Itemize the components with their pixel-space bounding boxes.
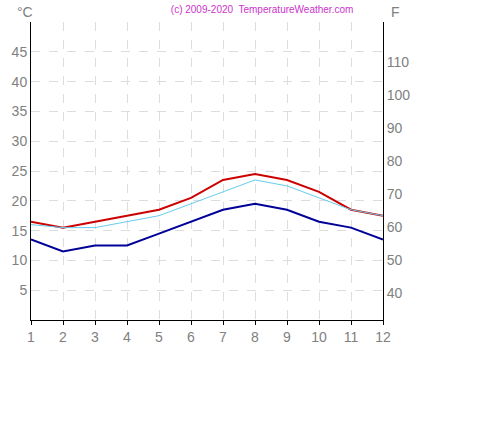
svg-text:9: 9: [283, 329, 291, 345]
svg-text:F: F: [391, 4, 400, 20]
svg-text:5: 5: [19, 282, 27, 298]
svg-text:(c) 2009-2020 TemperatureWeat: (c) 2009-2020 TemperatureWeather.com: [171, 4, 354, 15]
svg-text:80: 80: [387, 153, 403, 169]
svg-text:°C: °C: [17, 4, 33, 20]
svg-text:15: 15: [12, 223, 28, 239]
svg-text:8: 8: [251, 329, 259, 345]
svg-text:40: 40: [387, 285, 403, 301]
svg-text:6: 6: [187, 329, 195, 345]
svg-text:60: 60: [387, 219, 403, 235]
svg-text:11: 11: [344, 329, 359, 345]
svg-text:110: 110: [387, 54, 410, 70]
svg-text:3: 3: [91, 329, 99, 345]
svg-text:35: 35: [12, 103, 28, 119]
svg-text:20: 20: [12, 193, 28, 209]
svg-text:70: 70: [387, 186, 403, 202]
svg-text:40: 40: [12, 74, 28, 90]
svg-text:5: 5: [155, 329, 163, 345]
svg-text:100: 100: [387, 87, 411, 103]
svg-text:12: 12: [375, 329, 391, 345]
svg-text:90: 90: [387, 120, 403, 136]
svg-text:45: 45: [12, 44, 28, 60]
svg-text:2: 2: [59, 329, 67, 345]
svg-text:7: 7: [219, 329, 227, 345]
svg-text:1: 1: [27, 329, 35, 345]
svg-text:4: 4: [123, 329, 131, 345]
svg-text:30: 30: [12, 133, 28, 149]
svg-text:50: 50: [387, 252, 403, 268]
svg-text:10: 10: [311, 329, 327, 345]
svg-text:10: 10: [12, 252, 28, 268]
svg-text:25: 25: [12, 163, 28, 179]
